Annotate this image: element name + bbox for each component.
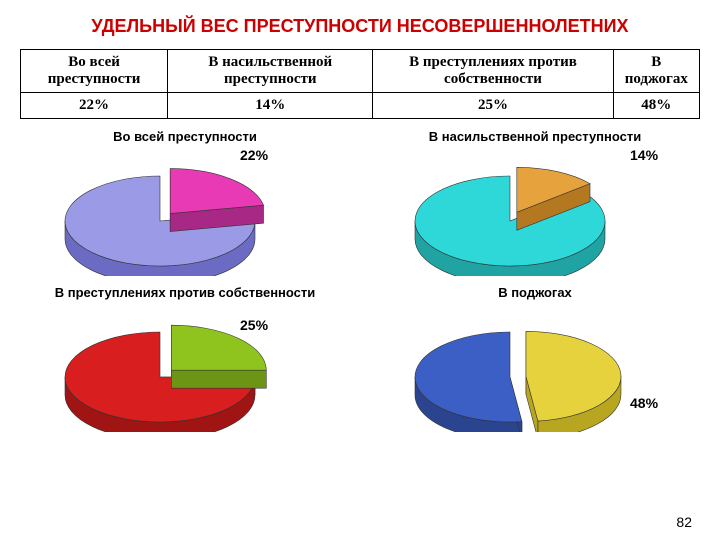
chart-title: В поджогах bbox=[370, 285, 700, 300]
chart-cell-1: В насильственной преступности 14% bbox=[370, 129, 700, 281]
chart-cell-2: В преступлениях против собственности 25% bbox=[20, 285, 350, 437]
chart-value-label: 14% bbox=[630, 147, 658, 163]
page-title: УДЕЛЬНЫЙ ВЕС ПРЕСТУПНОСТИ НЕСОВЕРШЕННОЛЕ… bbox=[20, 16, 700, 37]
chart-title: В преступлениях против собственности bbox=[20, 285, 350, 300]
table-cell: 14% bbox=[168, 93, 373, 119]
table-header: Во всей преступности bbox=[21, 50, 168, 93]
chart-title: Во всей преступности bbox=[20, 129, 350, 144]
chart-value-label: 25% bbox=[240, 317, 268, 333]
pie-chart-2 bbox=[20, 302, 330, 432]
charts-grid: Во всей преступности 22% В насильственно… bbox=[20, 129, 700, 437]
chart-cell-0: Во всей преступности 22% bbox=[20, 129, 350, 281]
pie-chart-1 bbox=[370, 146, 680, 276]
table-cell: 22% bbox=[21, 93, 168, 119]
table-header-row: Во всей преступности В насильственной пр… bbox=[21, 50, 700, 93]
table-header: В насильственной преступности bbox=[168, 50, 373, 93]
chart-cell-3: В поджогах 48% bbox=[370, 285, 700, 437]
chart-value-label: 48% bbox=[630, 395, 658, 411]
table-cell: 25% bbox=[373, 93, 613, 119]
pie-chart-0 bbox=[20, 146, 330, 276]
table-cell: 48% bbox=[613, 93, 699, 119]
summary-table: Во всей преступности В насильственной пр… bbox=[20, 49, 700, 119]
table-header: В поджогах bbox=[613, 50, 699, 93]
page-number: 82 bbox=[676, 514, 692, 530]
table-header: В преступлениях против собственности bbox=[373, 50, 613, 93]
table-value-row: 22% 14% 25% 48% bbox=[21, 93, 700, 119]
pie-chart-3 bbox=[370, 302, 680, 432]
chart-title: В насильственной преступности bbox=[370, 129, 700, 144]
chart-value-label: 22% bbox=[240, 147, 268, 163]
